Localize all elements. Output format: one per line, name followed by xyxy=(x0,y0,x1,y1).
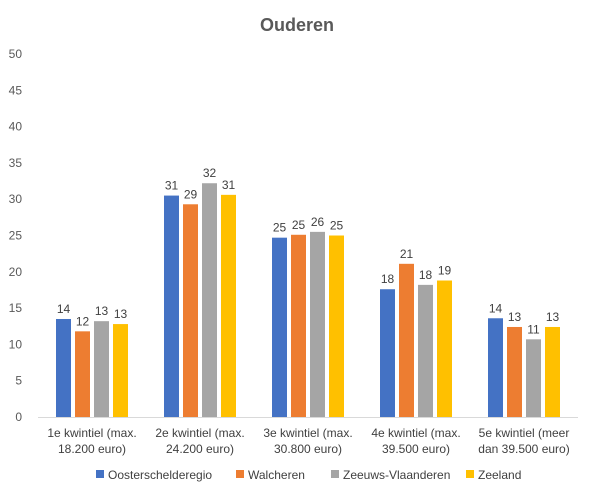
data-label: 14 xyxy=(489,301,503,315)
category-label: 18.200 euro) xyxy=(58,442,126,456)
category-label: 4e kwintiel (max. xyxy=(371,426,460,440)
y-tick-label: 5 xyxy=(15,374,22,388)
data-label: 13 xyxy=(95,304,109,318)
bar xyxy=(507,326,522,417)
data-label: 13 xyxy=(114,307,128,321)
category-label: 1e kwintiel (max. xyxy=(47,426,136,440)
data-label: 14 xyxy=(57,302,71,316)
bar xyxy=(291,234,306,417)
category-label: 24.200 euro) xyxy=(166,442,234,456)
bar xyxy=(221,194,236,417)
bar xyxy=(310,231,325,417)
bar xyxy=(418,284,433,417)
legend-swatch xyxy=(236,470,244,478)
bars-group xyxy=(56,183,560,417)
y-tick-label: 10 xyxy=(9,337,23,351)
data-label: 32 xyxy=(203,166,217,180)
bar xyxy=(437,280,452,417)
data-label: 26 xyxy=(311,215,325,229)
y-tick-label: 45 xyxy=(9,83,23,97)
category-label: 39.500 euro) xyxy=(382,442,450,456)
data-label: 21 xyxy=(400,247,414,261)
y-tick-label: 30 xyxy=(9,192,23,206)
bar xyxy=(488,318,503,417)
legend-swatch xyxy=(331,470,339,478)
bar xyxy=(164,195,179,417)
data-labels-group: 14 12 13 13 31 29 32 31 25 25 26 25 18 21 18 19 14 13 11 13 xyxy=(57,166,560,336)
y-tick-label: 50 xyxy=(9,47,23,61)
bar xyxy=(75,331,90,417)
y-tick-label: 35 xyxy=(9,156,23,170)
data-label: 18 xyxy=(419,268,433,282)
y-axis-ticks: 0 5 10 15 20 25 30 35 40 45 50 xyxy=(9,47,23,424)
y-tick-label: 0 xyxy=(15,410,22,424)
data-label: 25 xyxy=(330,219,344,233)
data-label: 31 xyxy=(222,178,236,192)
data-label: 19 xyxy=(438,264,452,278)
legend-swatch xyxy=(96,470,104,478)
legend-label: Zeeuws-Vlaanderen xyxy=(343,468,450,482)
bar xyxy=(329,235,344,417)
data-label: 11 xyxy=(527,322,540,336)
bar xyxy=(94,321,109,417)
category-label: 3e kwintiel (max. xyxy=(263,426,352,440)
legend: Oosterscheldere­gio Walcheren Zeeuws-Vlaan… xyxy=(96,468,521,482)
chart-title: Ouderen xyxy=(260,15,334,35)
data-label: 12 xyxy=(76,314,90,328)
data-label: 25 xyxy=(273,221,287,235)
bar xyxy=(183,204,198,417)
bar xyxy=(545,326,560,417)
bar xyxy=(526,339,541,417)
y-tick-label: 25 xyxy=(9,229,23,243)
y-tick-label: 40 xyxy=(9,120,23,134)
data-label: 13 xyxy=(508,310,522,324)
y-tick-label: 15 xyxy=(9,301,23,315)
legend-label: Walcheren xyxy=(248,468,305,482)
category-label: dan 39.500 euro) xyxy=(478,442,569,456)
category-labels-group: 1e kwintiel (max. 18.200 euro) 2e kwintiel… xyxy=(47,426,569,456)
legend-label: Oosterscheldere­gio xyxy=(108,468,212,482)
category-label: 5e kwintiel (meer xyxy=(479,426,570,440)
data-label: 25 xyxy=(292,218,306,232)
legend-label: Zeeland xyxy=(478,468,521,482)
data-label: 29 xyxy=(184,187,198,201)
legend-swatch xyxy=(466,470,474,478)
bar xyxy=(380,289,395,417)
bar xyxy=(202,183,217,417)
bar xyxy=(272,237,287,417)
data-label: 31 xyxy=(165,179,179,193)
data-label: 18 xyxy=(381,272,395,286)
bar xyxy=(56,318,71,417)
bar xyxy=(399,263,414,417)
category-label: 30.800 euro) xyxy=(274,442,342,456)
bar xyxy=(113,324,128,417)
category-label: 2e kwintiel (max. xyxy=(155,426,244,440)
data-label: 13 xyxy=(546,310,560,324)
y-tick-label: 20 xyxy=(9,265,23,279)
